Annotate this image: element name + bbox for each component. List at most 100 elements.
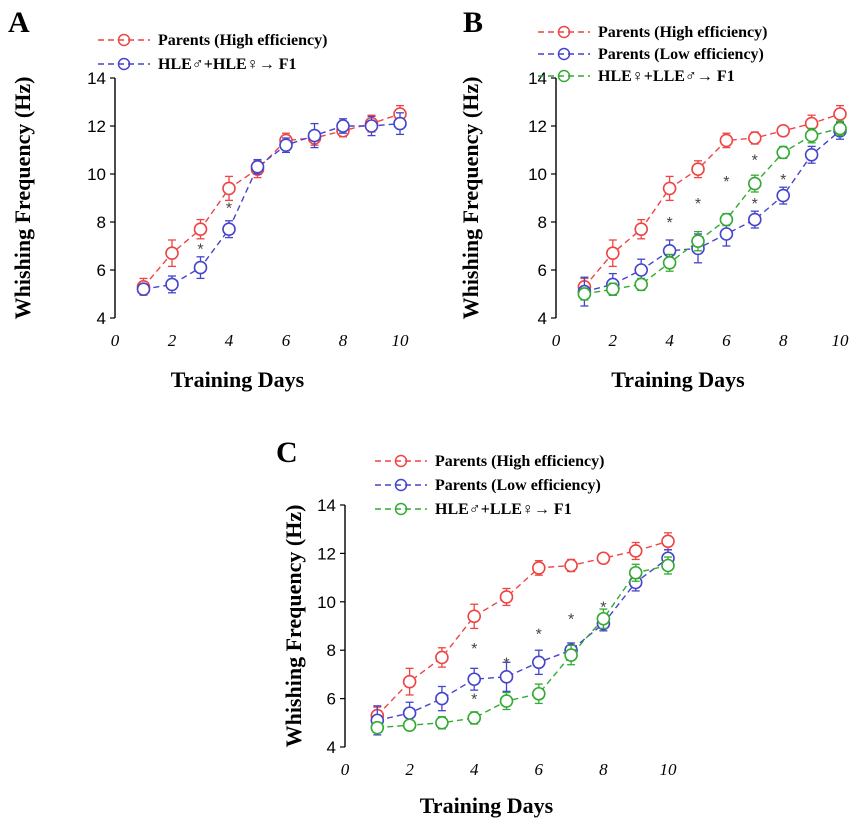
x-tick-label: 6 bbox=[535, 760, 544, 779]
data-point bbox=[662, 255, 677, 270]
series-line bbox=[377, 564, 669, 729]
x-tick-label: 8 bbox=[779, 331, 788, 350]
data-point bbox=[628, 544, 643, 558]
data-point bbox=[691, 162, 705, 176]
x-tick-label: 0 bbox=[552, 331, 561, 350]
legend-marker bbox=[394, 454, 408, 468]
series-1 bbox=[577, 104, 847, 296]
y-tick-label: 12 bbox=[87, 117, 106, 136]
data-point bbox=[393, 116, 407, 131]
legend-marker bbox=[557, 69, 571, 83]
data-point bbox=[691, 234, 705, 248]
data-point bbox=[435, 650, 449, 665]
y-tick-label: 14 bbox=[87, 69, 106, 88]
panel-c: C 4 6 8 10 12 14 0 2 4 6 8 10 Training Days Whishing F… bbox=[276, 436, 677, 818]
data-point bbox=[222, 222, 236, 236]
data-point bbox=[499, 670, 514, 684]
significance-marker: * bbox=[226, 201, 232, 218]
data-point bbox=[634, 222, 649, 236]
data-point bbox=[336, 119, 350, 133]
data-point bbox=[499, 590, 514, 604]
data-point bbox=[747, 176, 762, 191]
y-tick-label: 12 bbox=[528, 117, 547, 136]
series-line bbox=[142, 113, 401, 288]
legend-item: HLE♀+LLE♂→ F1 bbox=[538, 68, 735, 85]
legend-item: Parents (High efficiency) bbox=[375, 453, 604, 470]
data-point bbox=[564, 648, 578, 662]
data-point bbox=[833, 121, 847, 136]
y-tick-label: 4 bbox=[538, 309, 547, 328]
legend-marker bbox=[117, 57, 131, 71]
legend-label: Parents (High efficiency) bbox=[158, 32, 327, 49]
x-tick-label: 6 bbox=[722, 331, 731, 350]
panel-letter: C bbox=[276, 436, 298, 469]
data-point bbox=[467, 609, 482, 624]
panel-a: A 4 6 8 10 12 14 0 2 4 6 8 10 Training Days Whishing F… bbox=[8, 6, 409, 392]
data-point bbox=[136, 282, 151, 297]
data-point bbox=[531, 655, 546, 670]
data-point bbox=[804, 128, 819, 143]
data-point bbox=[804, 148, 819, 162]
series-1 bbox=[370, 532, 675, 725]
data-point bbox=[402, 674, 417, 689]
data-point bbox=[661, 534, 675, 549]
x-tick-label: 4 bbox=[470, 760, 479, 779]
significance-marker: * bbox=[536, 626, 542, 643]
legend-marker bbox=[394, 502, 408, 516]
data-point bbox=[307, 128, 322, 143]
legend-label: HLE♀+LLE♂→ F1 bbox=[598, 68, 735, 85]
data-point bbox=[467, 711, 482, 725]
x-tick-label: 2 bbox=[168, 331, 177, 350]
y-tick-label: 10 bbox=[87, 165, 106, 184]
data-point bbox=[719, 212, 734, 227]
legend-label: HLE♂+LLE♀→ F1 bbox=[435, 501, 572, 518]
data-point bbox=[662, 181, 677, 196]
x-tick-label: 8 bbox=[599, 760, 608, 779]
data-point bbox=[747, 131, 762, 145]
data-point bbox=[193, 260, 208, 275]
legend-label: Parents (High efficiency) bbox=[435, 453, 604, 470]
panel-letter: A bbox=[8, 6, 30, 39]
series-2 bbox=[370, 549, 675, 736]
significance-marker: * bbox=[695, 196, 701, 213]
y-axis-title: Whishing Frequency (Hz) bbox=[281, 505, 306, 748]
x-tick-label: 10 bbox=[832, 331, 850, 350]
legend-item: Parents (Low efficiency) bbox=[538, 46, 764, 63]
significance-marker: * bbox=[780, 172, 786, 189]
data-point bbox=[634, 277, 649, 292]
x-tick-label: 4 bbox=[225, 331, 234, 350]
significance-marker: * bbox=[471, 692, 477, 709]
data-point bbox=[577, 287, 592, 301]
series-line bbox=[376, 540, 669, 716]
x-tick-label: 0 bbox=[341, 760, 350, 779]
legend-label: Parents (Low efficiency) bbox=[435, 477, 601, 494]
y-tick-label: 6 bbox=[97, 261, 106, 280]
y-tick-label: 6 bbox=[327, 690, 336, 709]
data-point bbox=[776, 124, 791, 138]
data-point bbox=[605, 246, 620, 260]
x-tick-label: 0 bbox=[111, 331, 120, 350]
series-line bbox=[583, 113, 841, 288]
y-tick-label: 6 bbox=[538, 261, 547, 280]
y-tick-label: 8 bbox=[97, 213, 106, 232]
y-tick-label: 12 bbox=[317, 544, 336, 563]
data-point bbox=[634, 263, 649, 277]
data-point bbox=[364, 119, 379, 133]
data-point bbox=[467, 672, 482, 687]
series-line bbox=[584, 130, 841, 293]
x-tick-label: 2 bbox=[405, 760, 414, 779]
data-point bbox=[402, 718, 417, 733]
data-point bbox=[222, 181, 236, 196]
data-point bbox=[165, 277, 179, 292]
data-point bbox=[279, 138, 293, 152]
series-line bbox=[584, 127, 841, 295]
data-point bbox=[402, 706, 417, 720]
significance-marker: * bbox=[666, 215, 672, 232]
data-point bbox=[628, 565, 643, 580]
significance-marker: * bbox=[752, 196, 758, 213]
data-point bbox=[193, 222, 208, 236]
data-point bbox=[661, 558, 675, 573]
x-tick-label: 10 bbox=[392, 331, 410, 350]
panel-letter: B bbox=[463, 6, 483, 39]
data-point bbox=[719, 133, 734, 148]
